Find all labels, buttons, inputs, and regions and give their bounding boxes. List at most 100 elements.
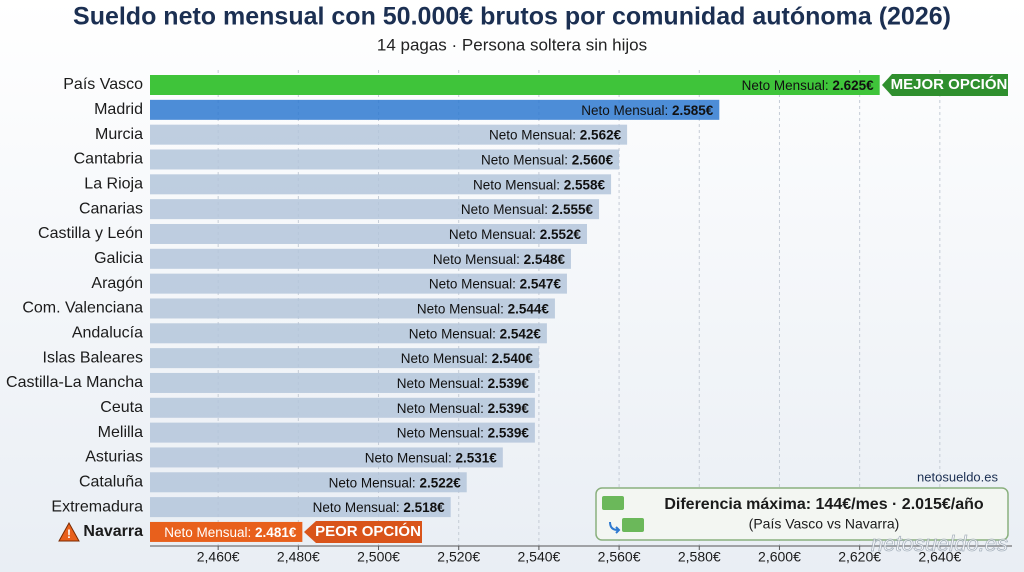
value-label-prefix: Neto Mensual: [489,127,576,142]
bar [150,422,535,443]
best-badge [882,74,1008,96]
y-tick-label: Extremadura [51,498,143,515]
value-label: Neto Mensual: 2.542€ [409,326,542,341]
value-label: Neto Mensual: 2.544€ [417,301,550,316]
value-label: Neto Mensual: 2.625€ [742,78,875,93]
bar [150,124,628,145]
plot: 2,460€ 2,480€ 2,500€ 2,520€ 2,540€ 2,560€ 2,58… [6,70,1012,565]
y-tick-label: Ceuta [100,399,143,416]
value-label-prefix: Neto Mensual: [164,525,251,540]
y-tick-label: Melilla [98,424,143,441]
value-label-prefix: Neto Mensual: [581,102,668,117]
bar [150,75,880,95]
bar [150,521,303,542]
value-label-prefix: Neto Mensual: [481,152,568,167]
x-tick-label: 2,620€ [838,549,881,565]
x-tick-label: 2,600€ [758,549,801,565]
x-tick-label: 2,580€ [678,549,721,565]
value-label-number: 2.562€ [580,127,622,142]
y-tick-label: Islas Baleares [43,349,144,366]
bar [150,174,612,195]
value-label: Neto Mensual: 2.558€ [473,177,606,192]
value-label-number: 2.548€ [524,251,566,266]
swap-icon [609,521,621,534]
y-tick-label: Canarias [79,200,143,217]
warning-icon [58,521,80,542]
value-label: Neto Mensual: 2.560€ [481,152,614,167]
value-label-number: 2.481€ [255,525,297,540]
value-label: Neto Mensual: 2.522€ [329,475,462,490]
bar [150,248,571,269]
y-tick-label: Com. Valenciana [22,300,143,317]
value-label-number: 2.558€ [564,177,606,192]
value-label-prefix: Neto Mensual: [449,227,536,242]
watermark: netosueldo.es [871,531,1008,556]
value-label-number: 2.542€ [500,326,542,341]
warning-mark: ! [67,527,71,541]
value-label-number: 2.552€ [540,227,582,242]
value-label: Neto Mensual: 2.562€ [489,127,622,142]
value-label: Neto Mensual: 2.540€ [401,351,534,366]
y-tick-label: Andalucía [72,325,143,342]
y-tick-label: País Vasco [63,76,143,93]
value-label-number: 2.544€ [508,301,550,316]
x-tick-label: 2,540€ [517,549,560,565]
worst-badge [304,521,422,543]
bar [150,149,620,170]
bar [150,298,555,319]
value-label-prefix: Neto Mensual: [433,251,520,266]
value-label-prefix: Neto Mensual: [409,326,496,341]
comparison-text: (País Vasco vs Navarra) [749,516,900,532]
worst-label: PEOR OPCIÓN [315,522,421,540]
y-tick-label: Castilla y León [38,225,143,242]
difference-text: Diferencia máxima: 144€/mes · 2.015€/año [664,496,984,513]
money-icon [622,518,644,532]
x-tick-label: 2,460€ [197,549,240,565]
y-tick-label: Castilla-La Mancha [6,374,143,391]
x-tick-label: 2,480€ [277,549,320,565]
y-tick-label: Aragón [91,275,143,292]
value-label-prefix: Neto Mensual: [429,276,516,291]
value-label: Neto Mensual: 2.552€ [449,227,582,242]
value-label-prefix: Neto Mensual: [417,301,504,316]
bar [150,497,451,518]
y-tick-label: Galicia [94,250,143,267]
bar [150,323,547,344]
y-tick-label: Murcia [95,126,143,143]
value-label-number: 2.540€ [492,351,534,366]
value-label: Neto Mensual: 2.539€ [397,376,530,391]
value-label-number: 2.625€ [832,78,874,93]
difference-box [595,487,1009,541]
value-label-prefix: Neto Mensual: [313,500,400,515]
value-label-number: 2.531€ [456,450,498,465]
y-tick-label: Cantabria [74,151,143,168]
value-label-number: 2.585€ [672,102,714,117]
value-label-prefix: Neto Mensual: [397,376,484,391]
value-label-prefix: Neto Mensual: [397,400,484,415]
bar [150,472,467,493]
value-label-number: 2.518€ [403,500,445,515]
bar [150,348,539,369]
bar [150,273,567,294]
bar [150,397,535,418]
y-tick-label: La Rioja [84,176,143,193]
bar [150,223,588,244]
value-label-number: 2.539€ [488,376,530,391]
value-label-prefix: Neto Mensual: [742,78,829,93]
value-label: Neto Mensual: 2.539€ [397,400,530,415]
value-label-number: 2.547€ [520,276,562,291]
value-label: Neto Mensual: 2.481€ [164,525,297,540]
value-label-prefix: Neto Mensual: [461,202,548,217]
x-tick-label: 2,640€ [918,549,961,565]
chart-title: Sueldo neto mensual con 50.000€ brutos p… [73,3,951,31]
money-icon [602,496,624,510]
y-tick-label: Asturias [85,449,143,466]
bar [150,199,600,220]
value-label-prefix: Neto Mensual: [329,475,416,490]
value-label: Neto Mensual: 2.539€ [397,425,530,440]
y-tick-label: Navarra [83,523,143,540]
value-label-prefix: Neto Mensual: [365,450,452,465]
value-label-number: 2.539€ [488,425,530,440]
value-label-number: 2.539€ [488,400,530,415]
